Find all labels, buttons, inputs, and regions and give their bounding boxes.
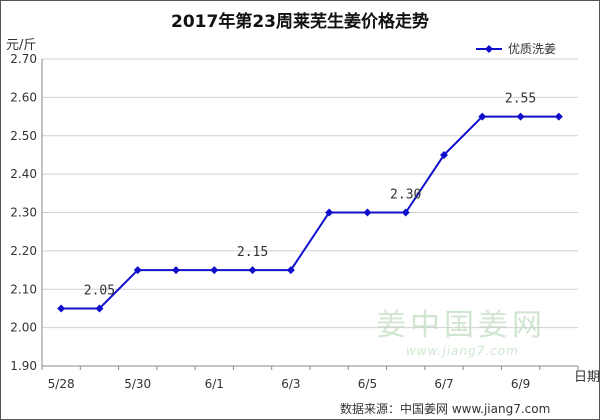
y-tick-label: 2.20	[10, 244, 37, 258]
y-tick-label: 2.30	[10, 206, 37, 220]
chart-title: 2017年第23周莱芜生姜价格走势	[171, 12, 429, 32]
y-tick-label: 2.70	[10, 52, 37, 66]
y-tick-label: 2.60	[10, 90, 37, 104]
data-point	[325, 208, 334, 217]
legend: 优质洗姜	[476, 40, 556, 57]
x-tick-label: 6/9	[511, 377, 530, 391]
x-tick-label: 6/3	[281, 377, 300, 391]
data-point	[57, 304, 66, 313]
watermark-name: 姜中国姜网	[376, 308, 546, 343]
data-point	[133, 266, 142, 275]
data-point	[478, 112, 487, 121]
x-tick-label: 6/5	[358, 377, 377, 391]
x-tick-label: 5/30	[124, 377, 151, 391]
data-point	[286, 266, 295, 275]
data-label: 2.30	[390, 188, 421, 203]
data-point	[554, 112, 563, 121]
y-tick-label: 2.00	[10, 321, 37, 335]
data-point	[248, 266, 257, 275]
legend-swatch	[476, 44, 502, 53]
x-axis-unit: 日期	[574, 370, 600, 385]
y-tick-label: 2.50	[10, 129, 37, 143]
data-point	[95, 304, 104, 313]
x-tick-label: 6/1	[205, 377, 224, 391]
watermark: 姜中国姜网 www.jiang7.com	[376, 300, 546, 358]
y-tick-label: 1.90	[10, 359, 37, 373]
y-tick-label: 2.10	[10, 282, 37, 296]
data-source: 数据来源：中国姜网 www.jiang7.com	[340, 402, 551, 416]
data-label: 2.55	[505, 92, 536, 107]
data-point	[401, 208, 410, 217]
data-point	[363, 208, 372, 217]
watermark-url: www.jiang7.com	[406, 344, 519, 358]
data-point	[210, 266, 219, 275]
data-label: 2.05	[84, 283, 115, 298]
x-tick-label: 5/28	[48, 377, 75, 391]
data-point	[172, 266, 180, 275]
y-axis-unit: 元/斤	[6, 38, 37, 53]
data-label: 2.15	[237, 245, 268, 260]
y-tick-label: 2.40	[10, 167, 37, 181]
series-line	[61, 115, 559, 310]
legend-label: 优质洗姜	[508, 42, 557, 56]
x-tick-label: 6/7	[434, 377, 453, 391]
data-point	[440, 150, 448, 159]
data-point	[516, 112, 525, 121]
